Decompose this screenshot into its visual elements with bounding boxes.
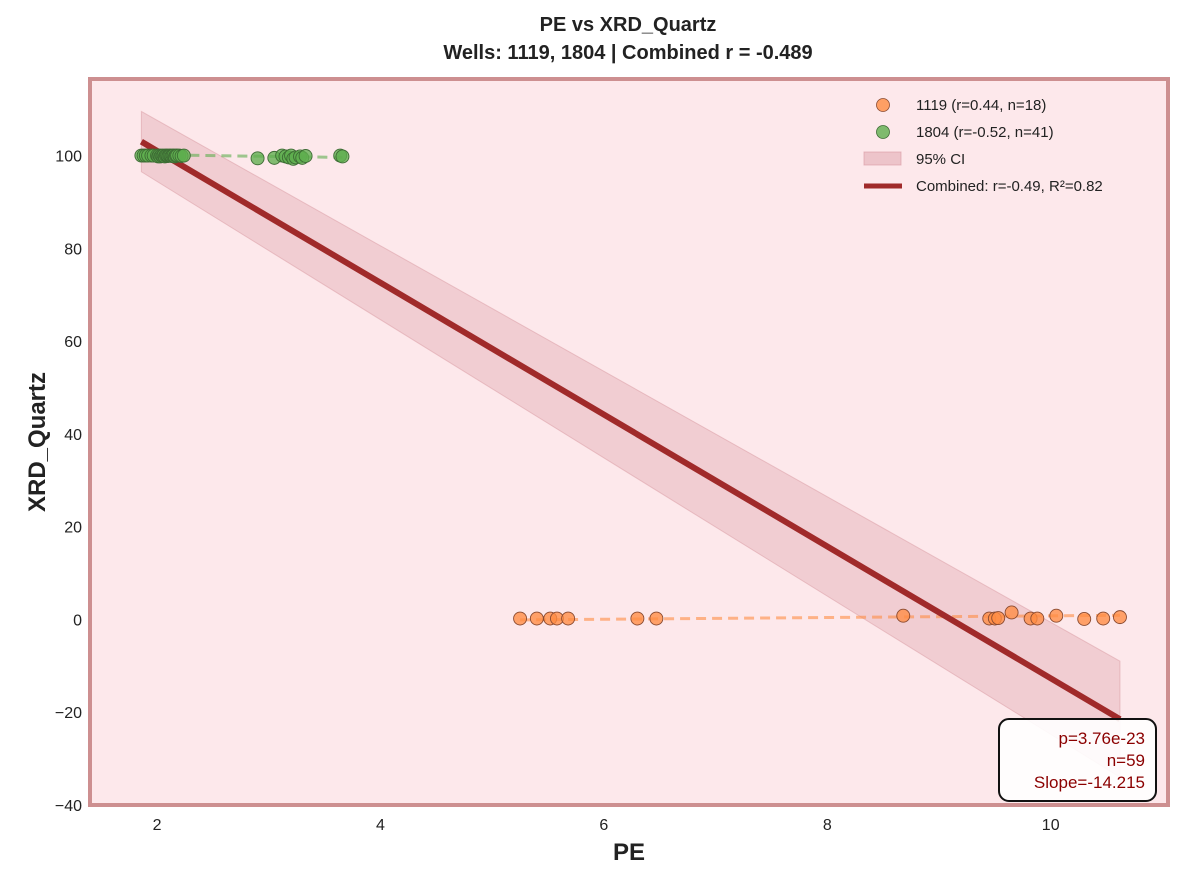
data-point-series-0 bbox=[649, 611, 664, 626]
data-point-series-0 bbox=[1096, 611, 1111, 626]
x-tick-label: 10 bbox=[1042, 817, 1060, 834]
legend-marker-ci bbox=[863, 151, 902, 166]
stats-slope: Slope=-14.215 bbox=[1034, 773, 1145, 792]
chart-subtitle: Wells: 1119, 1804 | Combined r = -0.489 bbox=[443, 42, 812, 64]
y-tick-label: 80 bbox=[64, 241, 82, 258]
data-point-series-0 bbox=[1049, 608, 1064, 623]
x-tick-label: 6 bbox=[599, 817, 608, 834]
legend-marker-1804 bbox=[876, 125, 890, 139]
stats-box: p=3.76e-23 n=59 Slope=-14.215 bbox=[998, 718, 1157, 802]
legend-marker-1119 bbox=[876, 98, 890, 112]
y-tick-label: −40 bbox=[55, 798, 82, 815]
stats-n: n=59 bbox=[1107, 751, 1145, 770]
legend-label-ci: 95% CI bbox=[916, 151, 965, 168]
data-point-series-0 bbox=[630, 611, 645, 626]
x-tick-label: 4 bbox=[376, 817, 385, 834]
y-tick-label: 40 bbox=[64, 427, 82, 444]
data-point-series-1 bbox=[250, 151, 265, 166]
y-tick-label: 0 bbox=[73, 612, 82, 629]
stats-p-value: p=3.76e-23 bbox=[1059, 729, 1146, 748]
data-point-series-0 bbox=[1077, 612, 1092, 626]
x-tick-label: 2 bbox=[153, 817, 162, 834]
y-tick-label: 100 bbox=[55, 149, 82, 166]
regression-line bbox=[139, 139, 1122, 722]
data-point-series-0 bbox=[513, 611, 528, 626]
regression-layer bbox=[139, 139, 1122, 722]
scatter-points-layer bbox=[134, 148, 1127, 626]
legend-label-regression: Combined: r=-0.49, R²=0.82 bbox=[916, 178, 1103, 195]
data-point-series-0 bbox=[529, 611, 544, 626]
data-point-series-0 bbox=[896, 608, 911, 623]
data-point-series-1 bbox=[335, 149, 350, 164]
y-tick-label: −20 bbox=[55, 705, 82, 722]
plot-area bbox=[90, 79, 1168, 805]
x-tick-label: 8 bbox=[823, 817, 832, 834]
data-point-series-0 bbox=[1113, 610, 1127, 625]
y-axis-label: XRD_Quartz bbox=[24, 372, 51, 512]
y-axis-ticks: −40 −20 0 20 40 60 80 100 bbox=[55, 149, 82, 815]
y-tick-label: 60 bbox=[64, 334, 82, 351]
chart-title: PE vs XRD_Quartz bbox=[540, 14, 717, 36]
x-axis-label: PE bbox=[613, 839, 645, 866]
data-point-series-0 bbox=[1030, 611, 1045, 626]
data-point-series-0 bbox=[561, 611, 576, 626]
x-axis-ticks: 2 4 6 8 10 bbox=[153, 817, 1060, 834]
legend: 1119 (r=0.44, n=18) 1804 (r=-0.52, n=41)… bbox=[863, 97, 1103, 195]
legend-label-1804: 1804 (r=-0.52, n=41) bbox=[916, 124, 1054, 141]
plot-frame bbox=[88, 77, 1170, 807]
data-point-series-1 bbox=[298, 149, 313, 163]
data-point-series-1 bbox=[176, 148, 191, 163]
data-point-series-0 bbox=[1004, 605, 1019, 620]
data-point-series-0 bbox=[991, 611, 1006, 625]
trend-line-series-0 bbox=[520, 613, 1120, 622]
legend-label-1119: 1119 (r=0.44, n=18) bbox=[916, 97, 1046, 114]
stats-box-frame bbox=[998, 718, 1157, 802]
y-tick-label: 20 bbox=[64, 520, 82, 537]
